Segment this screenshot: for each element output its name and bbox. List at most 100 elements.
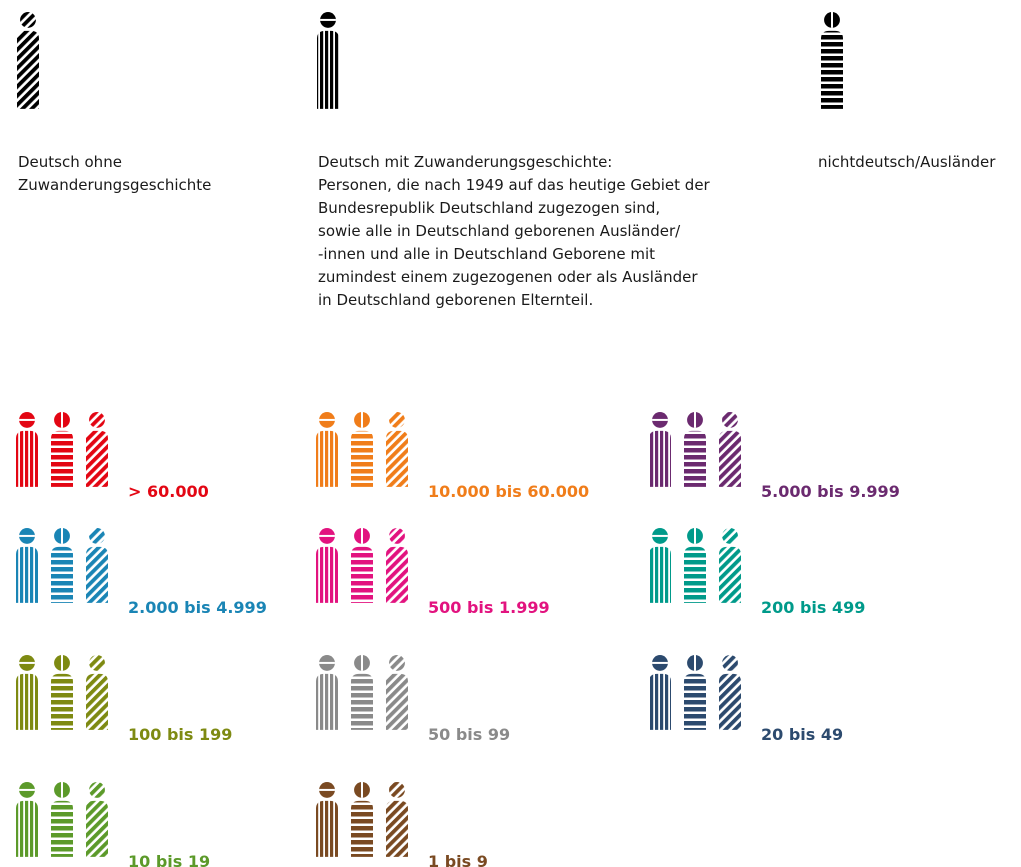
body xyxy=(351,546,373,603)
body xyxy=(51,673,73,730)
head-gap xyxy=(319,788,335,791)
head xyxy=(389,782,405,798)
body xyxy=(86,673,108,730)
person-icon xyxy=(51,412,73,487)
head-gap xyxy=(61,412,63,428)
description: -innen und alle in Deutschland Geborene … xyxy=(318,245,655,263)
head xyxy=(722,412,738,428)
head-gap xyxy=(320,18,336,21)
person-icon xyxy=(684,412,706,487)
body xyxy=(17,30,39,109)
head xyxy=(389,528,405,544)
body xyxy=(351,673,373,730)
description: Bundesrepublik Deutschland zugezogen sin… xyxy=(318,199,660,217)
head-gap xyxy=(694,412,696,428)
head xyxy=(89,528,105,544)
body xyxy=(649,546,671,603)
head xyxy=(20,12,36,28)
head-gap xyxy=(61,528,63,544)
person-icon xyxy=(351,528,373,603)
person-icon xyxy=(351,655,373,730)
head-gap xyxy=(319,418,335,421)
person-icon xyxy=(649,528,671,603)
description: Zuwanderungsgeschichte xyxy=(18,176,211,194)
head-gap xyxy=(61,782,63,798)
class-label: 200 bis 499 xyxy=(761,598,865,617)
person-icon xyxy=(649,655,671,730)
head xyxy=(89,412,105,428)
person-icon xyxy=(86,782,108,857)
description: zumindest einem zugezogenen oder als Aus… xyxy=(318,268,698,286)
body xyxy=(684,430,706,487)
head-gap xyxy=(361,412,363,428)
person-icon xyxy=(51,782,73,857)
body xyxy=(684,546,706,603)
class-label: > 60.000 xyxy=(128,482,209,501)
person-icon xyxy=(351,782,373,857)
person-icon xyxy=(316,412,338,487)
body xyxy=(86,800,108,857)
class-label: 100 bis 199 xyxy=(128,725,232,744)
description: sowie alle in Deutschland geborenen Ausl… xyxy=(318,222,681,240)
head xyxy=(89,655,105,671)
body xyxy=(386,673,408,730)
head-gap xyxy=(652,534,668,537)
body xyxy=(86,430,108,487)
head-gap xyxy=(19,788,35,791)
person-icon xyxy=(16,412,38,487)
person-icon xyxy=(684,655,706,730)
body xyxy=(386,800,408,857)
person-icon xyxy=(351,412,373,487)
person-icon xyxy=(16,528,38,603)
person-icon xyxy=(17,12,39,109)
head-gap xyxy=(319,661,335,664)
person-icon xyxy=(51,528,73,603)
description: in Deutschland geborenen Elternteil. xyxy=(318,291,593,309)
head-gap xyxy=(831,12,833,28)
class-label: 5.000 bis 9.999 xyxy=(761,482,900,501)
person-icon xyxy=(386,782,408,857)
body xyxy=(351,430,373,487)
head xyxy=(389,412,405,428)
description: nichtdeutsch/Ausländer xyxy=(818,153,996,171)
head-gap xyxy=(319,534,335,537)
body xyxy=(316,546,338,603)
person-icon xyxy=(386,528,408,603)
head-gap xyxy=(652,661,668,664)
person-icon xyxy=(684,528,706,603)
head-gap xyxy=(652,418,668,421)
body xyxy=(351,800,373,857)
head-gap xyxy=(361,528,363,544)
body xyxy=(51,800,73,857)
person-icon xyxy=(86,528,108,603)
class-label: 50 bis 99 xyxy=(428,725,510,744)
body xyxy=(86,546,108,603)
body xyxy=(649,673,671,730)
head-gap xyxy=(61,655,63,671)
head-gap xyxy=(361,655,363,671)
person-icon xyxy=(86,655,108,730)
head-gap xyxy=(19,534,35,537)
person-icon xyxy=(649,412,671,487)
head-gap xyxy=(694,655,696,671)
body xyxy=(649,430,671,487)
head-gap xyxy=(361,782,363,798)
person-icon xyxy=(16,782,38,857)
person-icon xyxy=(386,412,408,487)
class-label: 10.000 bis 60.000 xyxy=(428,482,589,501)
head-gap xyxy=(19,661,35,664)
head xyxy=(89,782,105,798)
class-label: 10 bis 19 xyxy=(128,852,210,867)
description: Deutsch mit Zuwanderungsgeschichte: xyxy=(318,153,612,171)
head-gap xyxy=(19,418,35,421)
class-label: 1 bis 9 xyxy=(428,852,488,867)
body xyxy=(316,430,338,487)
body xyxy=(386,430,408,487)
body xyxy=(316,800,338,857)
body xyxy=(317,30,339,109)
body xyxy=(51,430,73,487)
body xyxy=(16,430,38,487)
person-icon xyxy=(51,655,73,730)
person-icon xyxy=(316,782,338,857)
